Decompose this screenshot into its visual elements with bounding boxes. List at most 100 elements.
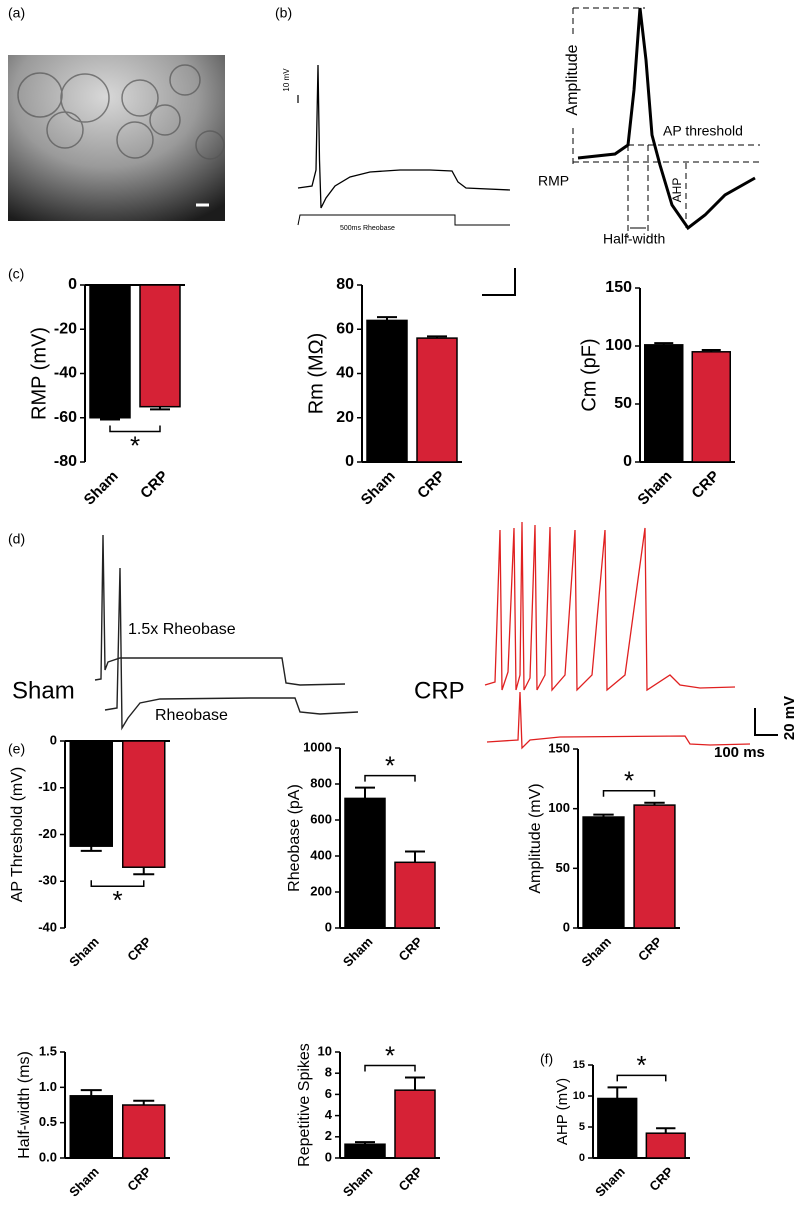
x-tick-label: CRP (124, 1164, 154, 1194)
y-tick-label: 0 (563, 919, 570, 934)
x-tick-label: CRP (396, 1164, 426, 1194)
bar (344, 1143, 386, 1159)
bar (597, 1097, 638, 1159)
y-tick-label: 10 (318, 1043, 332, 1058)
bar (416, 337, 458, 463)
y-axis-label: AP Threshold (mV) (9, 767, 26, 902)
y-tick-label: 0.0 (39, 1149, 57, 1164)
y-tick-label: 0 (325, 1149, 332, 1164)
error-bar (80, 846, 102, 852)
y-tick-label: 1000 (303, 739, 332, 754)
y-tick-label: 20 (336, 409, 354, 426)
y-tick-label: 80 (336, 276, 354, 293)
x-tick-label: CRP (124, 934, 154, 964)
y-tick-label: 0 (68, 276, 77, 293)
scale-label: 10 mV (282, 68, 291, 92)
panel-label: (f) (540, 1051, 553, 1067)
diagram-label: Half-width (603, 231, 665, 247)
error-bar (100, 417, 120, 421)
significance-label: * (130, 430, 140, 460)
rheobase-trace (297, 64, 511, 226)
significance-bracket (364, 1064, 416, 1072)
error-bar (80, 1089, 102, 1096)
bar (394, 861, 436, 929)
y-tick-label: 100 (605, 337, 632, 354)
bar (691, 351, 731, 463)
y-tick-label: 1.5 (39, 1043, 57, 1058)
y-tick-label: -40 (54, 365, 77, 382)
crp-traces (484, 521, 751, 750)
significance-bracket (602, 789, 656, 797)
bar (122, 1104, 166, 1159)
y-tick-label: 400 (310, 847, 332, 862)
significance-bracket (364, 774, 416, 782)
y-tick-label: 100 (548, 800, 570, 815)
significance-label: * (385, 750, 395, 780)
diagram-label: AHP (670, 178, 684, 203)
y-axis-label: Rm (MΩ) (305, 333, 327, 415)
y-axis-label: Cm (pF) (578, 338, 600, 411)
y-axis-label: Half-width (ms) (16, 1051, 33, 1159)
y-tick-label: 8 (325, 1065, 332, 1080)
y-axis-label: RMP (mV) (28, 327, 50, 420)
y-tick-label: 200 (310, 883, 332, 898)
x-tick-label: Sham (66, 1164, 102, 1200)
y-tick-label: 600 (310, 811, 332, 826)
bar (344, 797, 386, 929)
y-tick-label: 1.0 (39, 1079, 57, 1094)
y-tick-label: 150 (548, 740, 570, 755)
y-tick-label: 50 (614, 395, 632, 412)
error-bar (133, 1099, 155, 1105)
significance-bracket (90, 880, 145, 887)
y-tick-label: 6 (325, 1086, 332, 1101)
y-tick-label: 0 (623, 453, 632, 470)
error-bar (607, 1086, 627, 1099)
bar (645, 1132, 686, 1159)
x-tick-label: CRP (635, 934, 665, 964)
error-bar (355, 1141, 375, 1145)
x-tick-label: CRP (688, 468, 722, 502)
bar (69, 1095, 113, 1159)
diagram-label: Amplitude (564, 44, 581, 115)
x-tick-label: Sham (81, 468, 122, 509)
y-tick-label: 60 (336, 320, 354, 337)
error-bar (405, 1076, 425, 1091)
x-tick-label: Sham (340, 1164, 376, 1200)
scale-bar (482, 268, 516, 296)
trace-label: Sham (12, 677, 75, 704)
x-tick-label: Sham (634, 468, 675, 509)
significance-label: * (624, 766, 634, 796)
y-axis-label: Repetitive Spikes (296, 1043, 313, 1167)
significance-label: * (112, 885, 122, 915)
bar (139, 284, 181, 408)
stimulus-label: 500ms Rheobase (340, 225, 395, 232)
y-tick-label: 0 (50, 732, 57, 747)
significance-bracket (616, 1074, 667, 1082)
bar (69, 740, 113, 847)
trace-label: CRP (414, 677, 465, 704)
x-tick-label: Sham (578, 934, 614, 970)
error-bar (701, 349, 721, 352)
sham-traces (94, 534, 359, 731)
x-tick-label: Sham (66, 934, 102, 970)
panel-label: (a) (8, 5, 25, 21)
ap-diagram (572, 7, 760, 238)
x-tick-label: CRP (646, 1164, 676, 1194)
bar (122, 740, 166, 868)
error-bar (656, 1127, 676, 1134)
bar (366, 319, 408, 463)
error-bar (405, 850, 425, 863)
bar (633, 804, 676, 929)
y-tick-label: 10 (573, 1090, 585, 1102)
y-tick-label: 40 (336, 365, 354, 382)
error-bar (427, 335, 447, 339)
y-tick-label: 800 (310, 775, 332, 790)
panel-label: (e) (8, 741, 25, 757)
error-bar (377, 316, 397, 321)
trace-label: Rheobase (155, 707, 228, 724)
y-axis-label: Rheobase (pA) (286, 784, 303, 892)
bar (582, 816, 625, 929)
panel-label: (b) (275, 5, 292, 21)
y-tick-label: 2 (325, 1128, 332, 1143)
significance-label: * (636, 1050, 646, 1080)
